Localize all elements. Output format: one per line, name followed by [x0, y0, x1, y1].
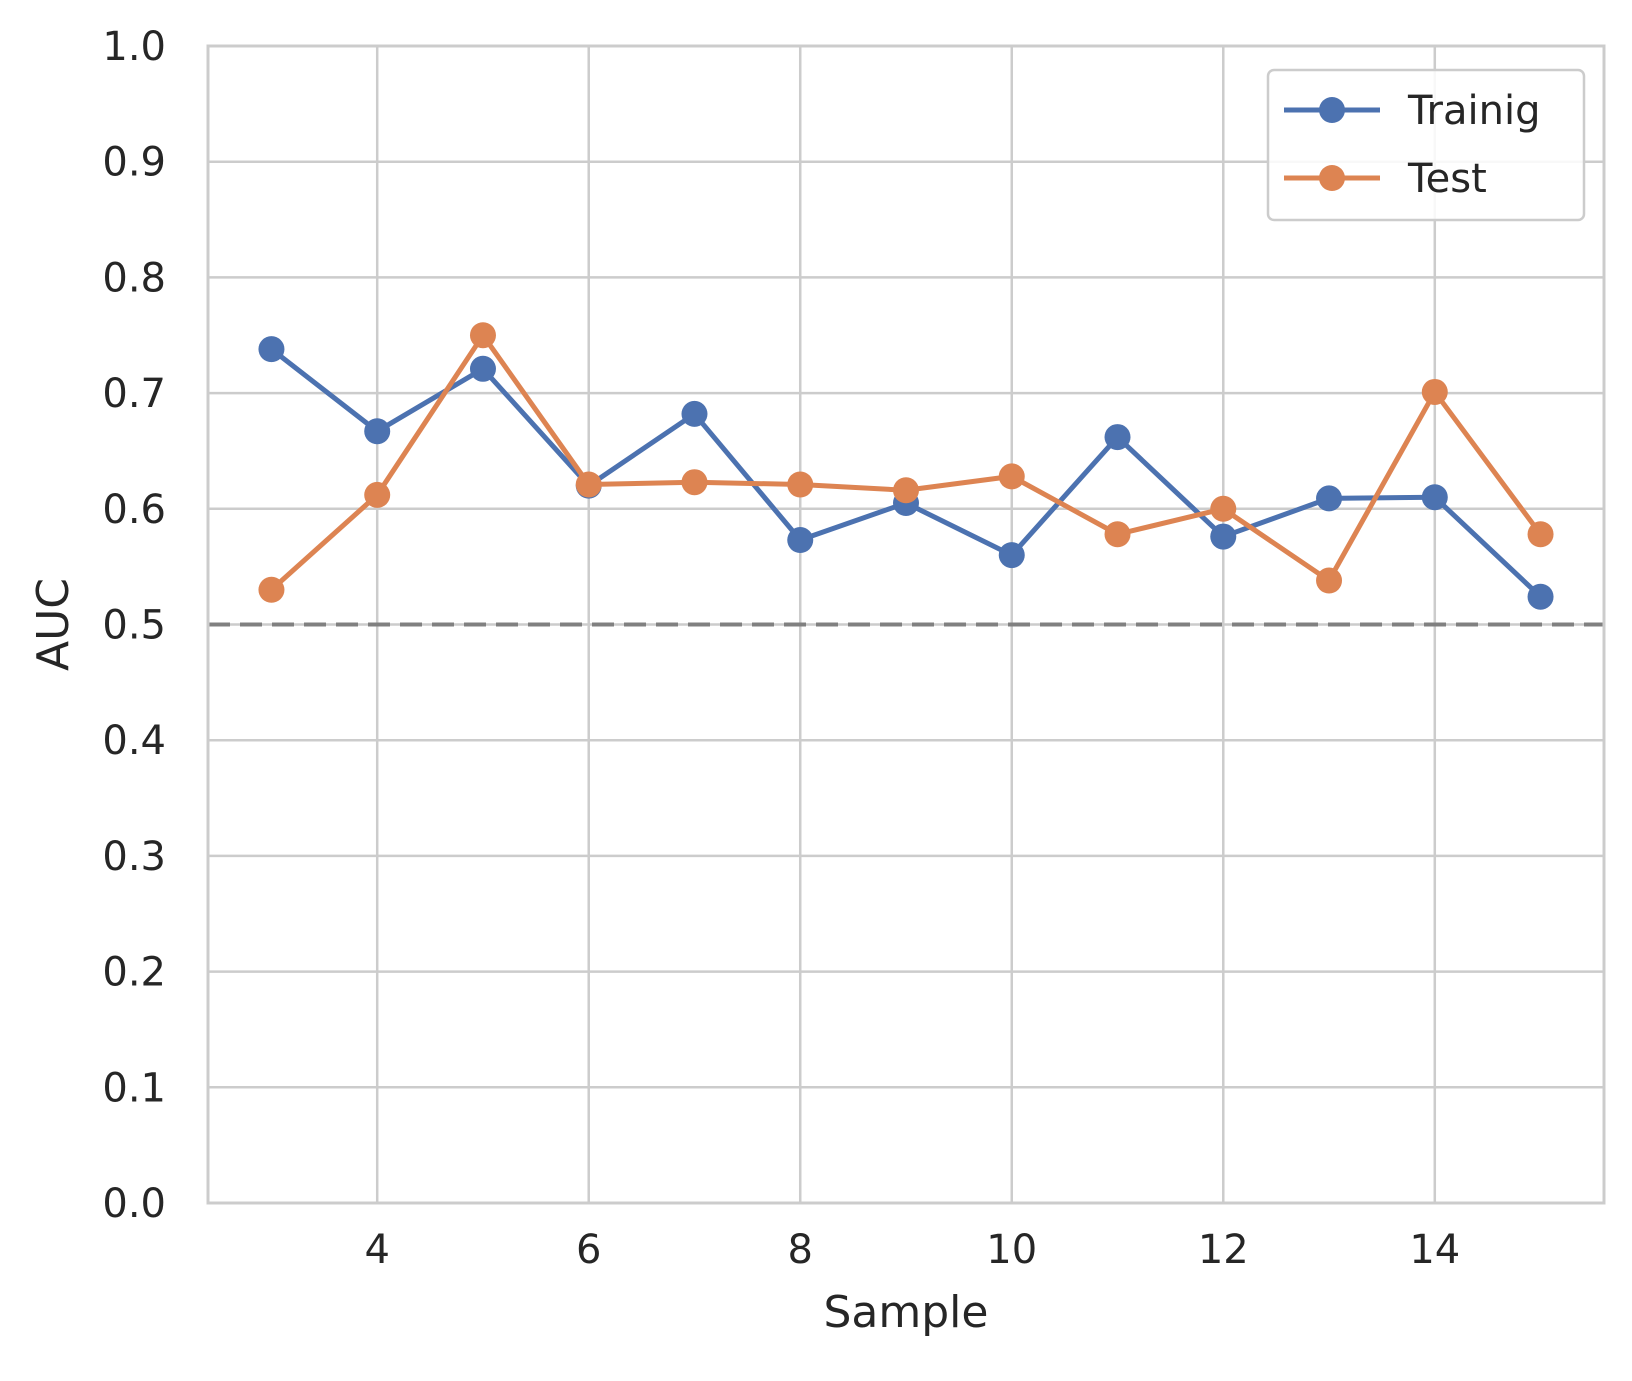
legend: Trainig Test	[1266, 68, 1586, 222]
data-point	[1104, 521, 1131, 548]
data-point	[1104, 424, 1131, 451]
y-tick-label: 1.0	[102, 24, 166, 70]
legend-marker	[1319, 97, 1345, 123]
data-point	[1210, 495, 1237, 522]
data-point	[1527, 583, 1554, 610]
y-tick-label: 0.8	[102, 255, 166, 301]
y-tick-label: 0.9	[102, 140, 166, 186]
data-point	[469, 355, 496, 382]
y-tick-labels: 0.0 0.1 0.2 0.3 0.4 0.5 0.6 0.7 0.8 0.9 1.0	[102, 24, 166, 1227]
x-tick-label: 8	[788, 1227, 813, 1273]
x-tick-label: 4	[364, 1227, 389, 1273]
grid-lines	[208, 44, 1604, 1205]
data-point	[1421, 378, 1448, 405]
data-point	[1210, 523, 1237, 550]
data-point	[258, 576, 285, 603]
data-point	[1316, 485, 1343, 512]
data-point	[787, 471, 814, 498]
data-point	[681, 469, 708, 496]
y-tick-label: 0.4	[102, 718, 166, 764]
legend-label: Trainig	[1407, 88, 1540, 134]
x-tick-label: 10	[986, 1227, 1037, 1273]
data-point	[787, 527, 814, 554]
x-tick-label: 6	[576, 1227, 601, 1273]
legend-label: Test	[1407, 156, 1487, 202]
y-tick-label: 0.2	[102, 950, 166, 996]
data-point	[1527, 521, 1554, 548]
y-tick-label: 0.1	[102, 1065, 166, 1111]
y-axis-label: AUC	[28, 578, 79, 671]
data-point	[364, 418, 391, 445]
data-point	[575, 471, 602, 498]
x-axis-label: Sample	[824, 1287, 989, 1338]
data-point	[469, 322, 496, 349]
legend-marker	[1319, 165, 1345, 191]
series-group	[258, 322, 1554, 610]
data-point	[1316, 567, 1343, 594]
x-tick-label: 12	[1198, 1227, 1249, 1273]
data-point	[681, 400, 708, 427]
data-point	[258, 336, 285, 363]
y-tick-label: 0.7	[102, 371, 166, 417]
y-tick-label: 0.5	[102, 603, 166, 649]
series-1	[258, 322, 1554, 603]
y-tick-label: 0.0	[102, 1181, 166, 1227]
y-tick-label: 0.3	[102, 834, 166, 880]
y-tick-label: 0.6	[102, 487, 166, 533]
data-point	[1421, 484, 1448, 511]
data-point	[998, 463, 1025, 490]
data-point	[998, 542, 1025, 569]
x-tick-labels: 4 6 8 10 12 14	[364, 1227, 1460, 1273]
data-point	[893, 477, 919, 504]
x-tick-label: 14	[1409, 1227, 1460, 1273]
plot-frame	[206, 44, 1606, 1205]
data-point	[364, 481, 391, 508]
